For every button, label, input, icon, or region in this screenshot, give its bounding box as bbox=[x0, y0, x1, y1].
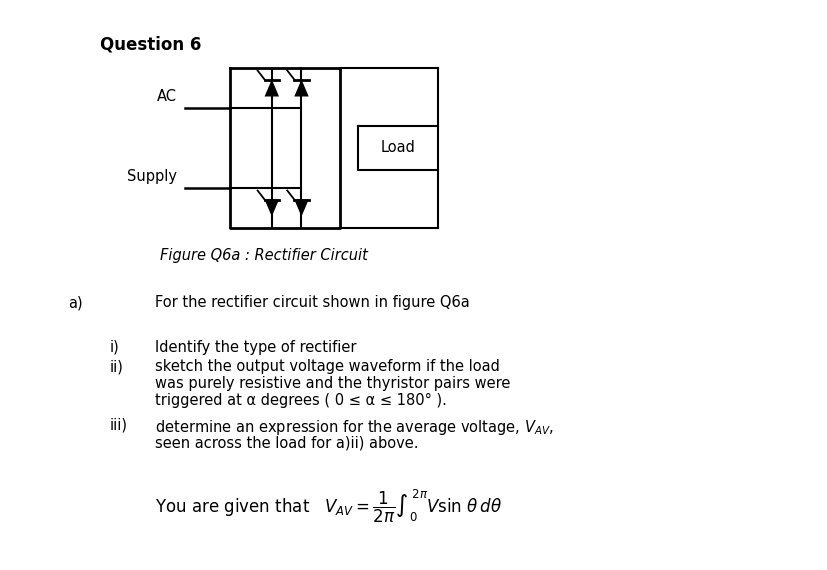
Text: a): a) bbox=[68, 295, 83, 310]
Text: sketch the output voltage waveform if the load: sketch the output voltage waveform if th… bbox=[155, 359, 500, 374]
Text: was purely resistive and the thyristor pairs were: was purely resistive and the thyristor p… bbox=[155, 376, 509, 391]
Text: AC: AC bbox=[157, 89, 177, 104]
Text: Figure Q6a : Rectifier Circuit: Figure Q6a : Rectifier Circuit bbox=[160, 248, 367, 263]
Text: Load: Load bbox=[380, 140, 415, 156]
Text: iii): iii) bbox=[110, 418, 128, 433]
Polygon shape bbox=[294, 79, 308, 96]
Text: determine an expression for the average voltage, $V_{AV}$,: determine an expression for the average … bbox=[155, 418, 553, 437]
Text: triggered at α degrees ( 0 ≤ α ≤ 180° ).: triggered at α degrees ( 0 ≤ α ≤ 180° ). bbox=[155, 393, 447, 408]
Polygon shape bbox=[265, 200, 279, 217]
Polygon shape bbox=[294, 200, 308, 217]
Polygon shape bbox=[265, 79, 279, 96]
Text: seen across the load for a)ii) above.: seen across the load for a)ii) above. bbox=[155, 435, 418, 450]
Text: Supply: Supply bbox=[127, 169, 177, 184]
Text: Identify the type of rectifier: Identify the type of rectifier bbox=[155, 340, 356, 355]
Text: You are given that   $V_{AV} = \dfrac{1}{2\pi}\int_{\,0}^{\,2\pi} V\sin\,\theta\: You are given that $V_{AV} = \dfrac{1}{2… bbox=[155, 487, 501, 525]
Text: Question 6: Question 6 bbox=[100, 35, 201, 53]
Text: i): i) bbox=[110, 340, 120, 355]
Text: For the rectifier circuit shown in figure Q6a: For the rectifier circuit shown in figur… bbox=[155, 295, 469, 310]
Text: ii): ii) bbox=[110, 359, 124, 374]
